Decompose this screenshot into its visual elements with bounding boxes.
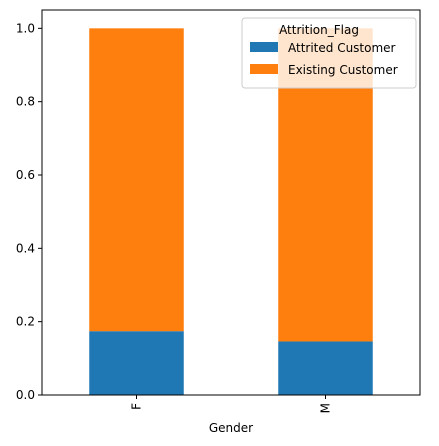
x-tick-label-m: M xyxy=(319,403,333,413)
legend-label-existing-customer: Existing Customer xyxy=(288,63,398,77)
y-tick-label: 1.0 xyxy=(16,21,35,35)
y-axis: 0.0 0.2 0.4 0.6 0.8 1.0 xyxy=(16,21,42,402)
y-tick-label: 0.0 xyxy=(16,388,35,402)
y-tick-label: 0.8 xyxy=(16,95,35,109)
legend-swatch-attrited-customer xyxy=(250,42,278,52)
y-tick-label: 0.2 xyxy=(16,315,35,329)
bar-existing-customer-f xyxy=(89,28,184,332)
legend: Attrition_Flag Attrited Customer Existing… xyxy=(241,17,417,89)
bar-attrited-customer-f xyxy=(89,331,184,395)
legend-swatch-existing-customer xyxy=(250,64,278,74)
y-tick-label: 0.4 xyxy=(16,241,35,255)
x-axis-title: Gender xyxy=(209,421,253,435)
legend-box xyxy=(241,17,417,89)
bar-attrited-customer-m xyxy=(278,341,373,395)
plot-frame xyxy=(41,9,421,396)
y-tick-label: 0.6 xyxy=(16,168,35,182)
legend-label-attrited-customer: Attrited Customer xyxy=(288,41,396,55)
legend-title: Attrition_Flag xyxy=(279,23,359,37)
x-tick-label-f: F xyxy=(130,403,144,410)
